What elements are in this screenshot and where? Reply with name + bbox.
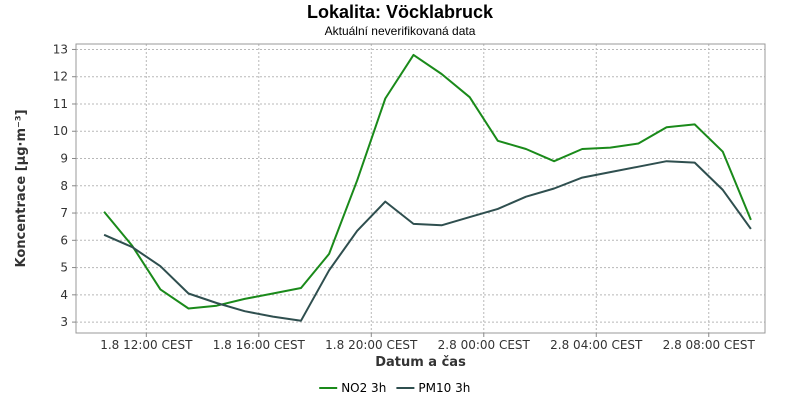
y-tick-label: 12 bbox=[53, 70, 68, 84]
y-tick-label: 6 bbox=[60, 233, 68, 247]
series-lines bbox=[103, 53, 752, 322]
legend: NO2 3h PM10 3h bbox=[319, 381, 470, 395]
y-tick-label: 7 bbox=[60, 206, 68, 220]
grid-lines bbox=[76, 44, 765, 333]
y-tick-label: 3 bbox=[60, 315, 68, 329]
x-tick-label: 1.8 16:00 CEST bbox=[213, 338, 306, 352]
chart-title: Lokalita: Vöcklabruck bbox=[306, 2, 494, 22]
y-axis-label: Koncentrace [µg·m⁻³] bbox=[14, 109, 29, 267]
series-line-no2-3h bbox=[103, 53, 752, 310]
x-tick-label: 1.8 20:00 CEST bbox=[325, 338, 418, 352]
y-tick-label: 11 bbox=[53, 97, 68, 111]
chart-subtitle: Aktuální neverifikovaná data bbox=[324, 24, 476, 38]
y-axis-ticks: 3 4 5 6 7 8 9 10 11 12 13 bbox=[53, 42, 76, 329]
y-tick-label: 10 bbox=[53, 124, 68, 138]
y-tick-label: 8 bbox=[60, 179, 68, 193]
series-line-pm10-3h bbox=[103, 160, 752, 322]
y-tick-label: 5 bbox=[60, 261, 68, 275]
x-tick-label: 1.8 12:00 CEST bbox=[100, 338, 193, 352]
legend-label: NO2 3h bbox=[341, 381, 386, 395]
x-tick-label: 2.8 08:00 CEST bbox=[663, 338, 756, 352]
y-tick-label: 9 bbox=[60, 152, 68, 166]
legend-label: PM10 3h bbox=[418, 381, 470, 395]
x-tick-label: 2.8 00:00 CEST bbox=[438, 338, 531, 352]
plot-area-frame bbox=[75, 43, 766, 334]
x-axis-ticks: 1.8 12:00 CEST 1.8 16:00 CEST 1.8 20:00 CE… bbox=[100, 333, 756, 352]
x-tick-label: 2.8 04:00 CEST bbox=[550, 338, 643, 352]
y-tick-label: 13 bbox=[53, 42, 68, 56]
y-tick-label: 4 bbox=[60, 288, 68, 302]
x-axis-label: Datum a čas bbox=[375, 355, 466, 370]
